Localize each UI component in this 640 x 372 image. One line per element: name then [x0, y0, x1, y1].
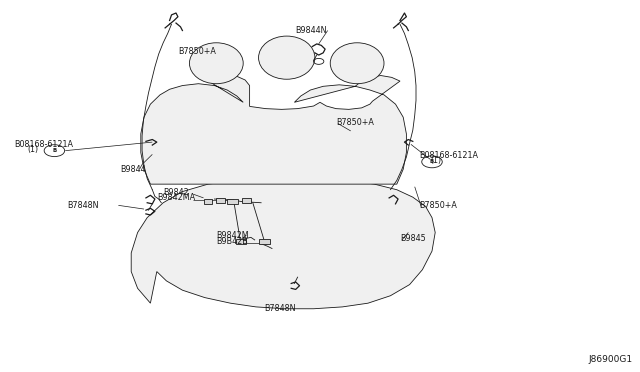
Ellipse shape — [330, 43, 384, 84]
Text: B: B — [52, 148, 56, 153]
Text: B7850+A: B7850+A — [336, 118, 374, 126]
Text: B9B42B: B9B42B — [216, 237, 248, 246]
Polygon shape — [242, 198, 251, 203]
Text: B9844N: B9844N — [296, 26, 327, 35]
Text: B9842MA: B9842MA — [157, 193, 195, 202]
Text: B9842M: B9842M — [216, 231, 249, 240]
Text: B: B — [430, 159, 434, 164]
Text: B7850+A: B7850+A — [178, 47, 216, 56]
Text: (1): (1) — [430, 156, 441, 165]
Polygon shape — [131, 179, 435, 309]
Polygon shape — [141, 75, 406, 184]
Ellipse shape — [189, 43, 243, 84]
Text: (1): (1) — [27, 145, 38, 154]
Polygon shape — [216, 198, 225, 203]
Text: B9842: B9842 — [163, 188, 189, 197]
Polygon shape — [259, 239, 270, 244]
Text: B7850+A: B7850+A — [419, 201, 457, 210]
Text: B9845: B9845 — [400, 234, 426, 243]
Text: B08168-6121A: B08168-6121A — [419, 151, 478, 160]
Text: J86900G1: J86900G1 — [588, 355, 632, 364]
Polygon shape — [236, 239, 246, 244]
Text: B08168-6121A: B08168-6121A — [14, 140, 73, 149]
Text: B7848N: B7848N — [264, 304, 296, 312]
Polygon shape — [227, 199, 238, 204]
Ellipse shape — [259, 36, 315, 79]
Text: B7848N: B7848N — [67, 201, 99, 210]
Polygon shape — [204, 199, 212, 204]
Text: B9844: B9844 — [120, 165, 146, 174]
